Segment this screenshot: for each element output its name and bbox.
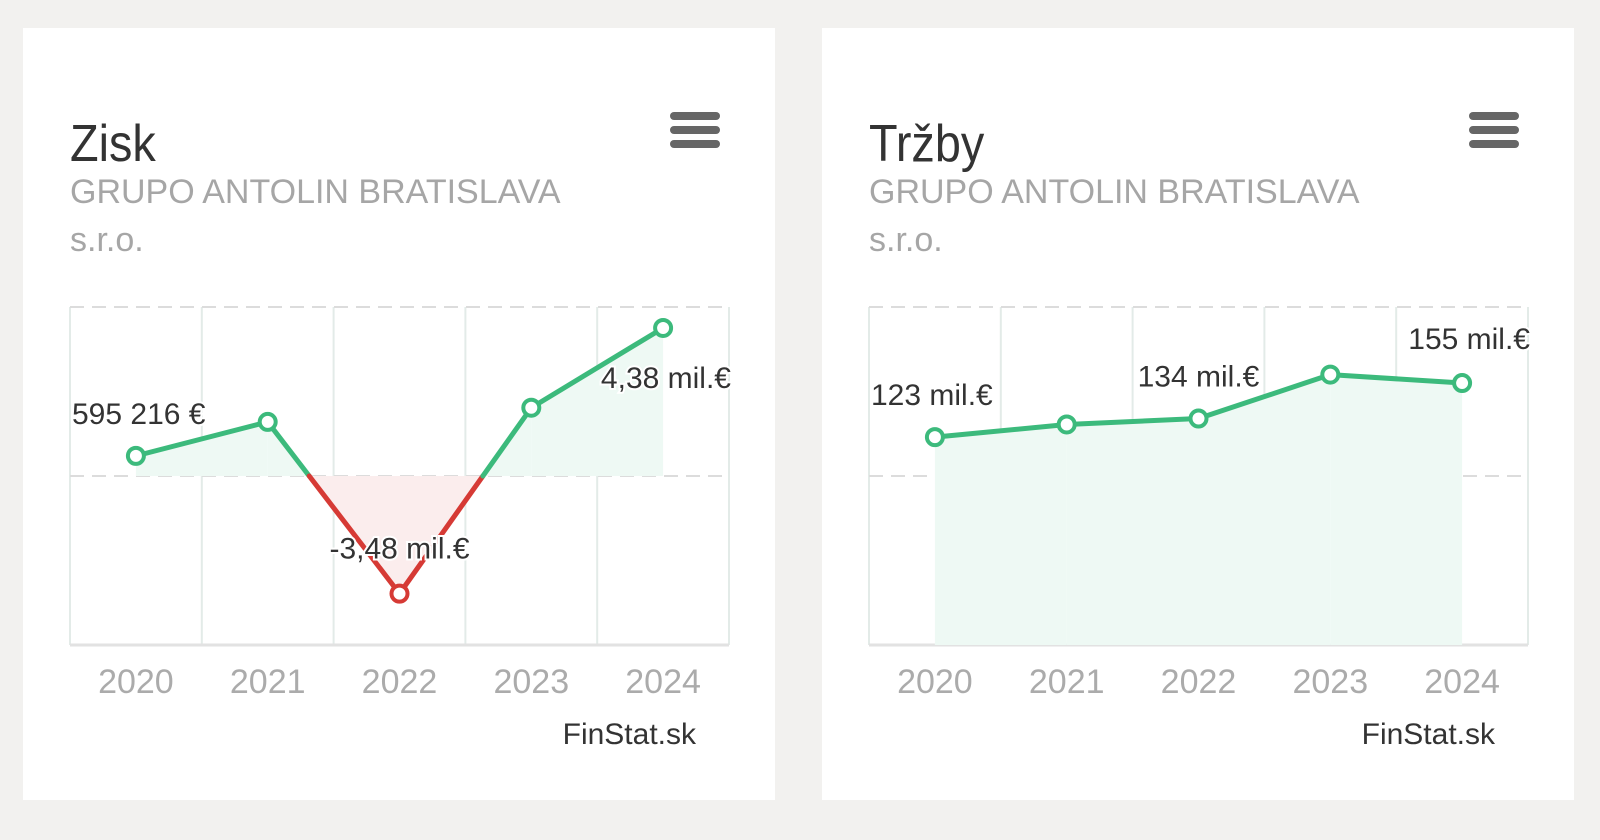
x-tick-label: 2021 [1029, 663, 1105, 701]
data-label: 155 mil.€ [1408, 323, 1530, 356]
chart-subtitle: GRUPO ANTOLIN BRATISLAVA s.r.o. [869, 173, 1358, 259]
x-tick-label: 2024 [1424, 663, 1500, 701]
series-line-segment [528, 325, 666, 411]
series-line-segment [306, 473, 402, 597]
data-point [257, 411, 278, 432]
chart-title: Zisk [70, 115, 156, 173]
data-label: -3,48 mil.€ [329, 533, 469, 566]
finstat-credit: FinStat.sk [1362, 718, 1496, 751]
zisk-chart-card: 595 216 € 2020 2021 -3,48 mil.€ 2022 2023 4,38… [23, 28, 775, 800]
series-line-segment [480, 405, 534, 479]
series-line-segment [932, 421, 1070, 440]
area-fill [135, 421, 268, 476]
hamburger-menu-icon[interactable] [1469, 112, 1519, 148]
series-line-segment [265, 419, 312, 479]
series-line-segment [397, 473, 486, 597]
area-fill [1198, 374, 1331, 645]
x-tick-label: 2021 [230, 663, 306, 701]
data-point [924, 427, 945, 448]
data-point [521, 397, 542, 418]
hamburger-menu-icon[interactable] [670, 112, 720, 148]
x-tick-label: 2023 [493, 663, 569, 701]
x-tick-label: 2024 [625, 663, 701, 701]
data-point [1188, 408, 1209, 429]
series-line-segment [133, 419, 271, 459]
data-point [125, 445, 146, 466]
data-point [1056, 414, 1077, 435]
finstat-credit: FinStat.sk [563, 718, 697, 751]
series-line-segment [1327, 372, 1465, 386]
data-label: 123 mil.€ [871, 379, 993, 412]
chart-subtitle: GRUPO ANTOLIN BRATISLAVA s.r.o. [70, 173, 559, 259]
chart-title: Tržby [869, 115, 985, 173]
x-tick-label: 2022 [1161, 663, 1237, 701]
series-line-segment [1064, 416, 1201, 427]
x-tick-label: 2023 [1292, 663, 1368, 701]
zisk-chart: 595 216 € 2020 2021 -3,48 mil.€ 2022 2023 4,38… [69, 306, 733, 751]
area-fill [531, 327, 664, 476]
x-tick-label: 2022 [362, 663, 438, 701]
data-point [389, 583, 410, 604]
area-fill [1066, 418, 1199, 645]
trzby-chart-card: 123 mil.€ 2020 2021 134 mil.€ 2022 2023 155 mi… [822, 28, 1574, 800]
data-label: 134 mil.€ [1138, 361, 1260, 394]
data-point [653, 317, 674, 338]
data-point [1320, 364, 1341, 385]
series-line-segment [1196, 372, 1333, 422]
x-tick-label: 2020 [897, 663, 973, 701]
area-fill [1330, 374, 1463, 645]
area-fill [934, 424, 1067, 645]
data-label: 4,38 mil.€ [601, 362, 731, 395]
x-tick-label: 2020 [98, 663, 174, 701]
data-label: 595 216 € [72, 398, 206, 431]
trzby-chart: 123 mil.€ 2020 2021 134 mil.€ 2022 2023 155 mi… [868, 306, 1532, 751]
data-point [1452, 373, 1473, 394]
